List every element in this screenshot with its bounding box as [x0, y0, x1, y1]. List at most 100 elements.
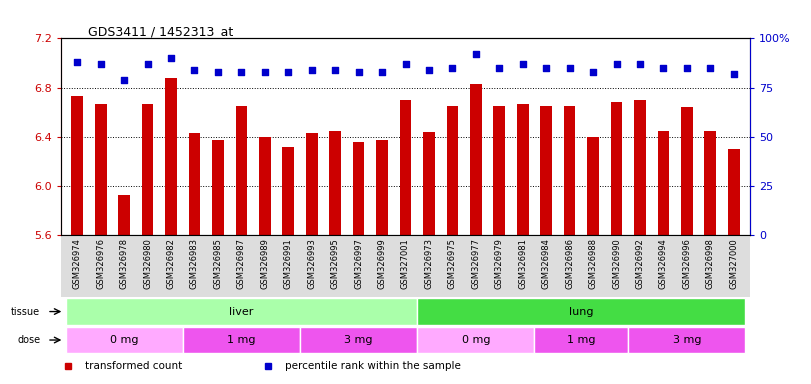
Text: GSM326978: GSM326978 — [120, 238, 129, 289]
Text: GSM326976: GSM326976 — [97, 238, 105, 289]
Text: 1 mg: 1 mg — [567, 335, 595, 345]
Point — [165, 55, 178, 61]
Bar — [165, 78, 177, 235]
Text: GSM326982: GSM326982 — [166, 238, 175, 289]
Text: GSM326977: GSM326977 — [471, 238, 480, 289]
Point — [281, 69, 294, 75]
Text: GSM326979: GSM326979 — [495, 238, 504, 289]
Bar — [259, 137, 271, 235]
Point — [586, 69, 599, 75]
Text: 0 mg: 0 mg — [109, 335, 139, 345]
Bar — [400, 100, 411, 235]
Text: GSM326981: GSM326981 — [518, 238, 527, 289]
Text: GSM326994: GSM326994 — [659, 238, 668, 289]
Text: GSM326973: GSM326973 — [424, 238, 433, 289]
Point — [259, 69, 272, 75]
Bar — [282, 147, 294, 235]
Text: GSM326990: GSM326990 — [612, 238, 621, 289]
Point — [305, 67, 318, 73]
Bar — [493, 106, 505, 235]
Bar — [71, 96, 83, 235]
Text: GSM326991: GSM326991 — [284, 238, 293, 289]
Bar — [705, 131, 716, 235]
Text: GSM326980: GSM326980 — [143, 238, 152, 289]
Point — [563, 65, 576, 71]
Bar — [634, 100, 646, 235]
Text: GSM326997: GSM326997 — [354, 238, 363, 289]
Text: GSM326999: GSM326999 — [378, 238, 387, 289]
Bar — [540, 106, 552, 235]
Text: 1 mg: 1 mg — [227, 335, 255, 345]
Bar — [182, 327, 300, 353]
Text: dose: dose — [17, 335, 40, 345]
Bar — [189, 133, 200, 235]
Bar — [587, 137, 599, 235]
Point — [141, 61, 154, 67]
Point — [680, 65, 693, 71]
Point — [470, 51, 483, 57]
Text: GSM326992: GSM326992 — [636, 238, 645, 289]
Text: GSM326983: GSM326983 — [190, 238, 199, 289]
Bar — [681, 107, 693, 235]
Bar — [353, 142, 364, 235]
Text: GDS3411 / 1452313_at: GDS3411 / 1452313_at — [88, 25, 234, 38]
Point — [352, 69, 365, 75]
Point — [375, 69, 388, 75]
Bar — [66, 327, 182, 353]
Bar — [611, 103, 622, 235]
Point — [704, 65, 717, 71]
Text: GSM326993: GSM326993 — [307, 238, 316, 289]
Bar — [212, 141, 224, 235]
Bar — [658, 131, 669, 235]
Bar — [564, 106, 576, 235]
Point — [399, 61, 412, 67]
Point — [727, 71, 740, 77]
Bar — [517, 104, 529, 235]
Text: GSM327000: GSM327000 — [729, 238, 738, 289]
Text: liver: liver — [230, 306, 254, 316]
Point — [657, 65, 670, 71]
Point — [610, 61, 623, 67]
Bar — [376, 141, 388, 235]
Text: GSM326988: GSM326988 — [589, 238, 598, 289]
Text: 3 mg: 3 mg — [672, 335, 702, 345]
Bar — [728, 149, 740, 235]
Bar — [306, 133, 318, 235]
Bar — [447, 106, 458, 235]
Text: GSM326995: GSM326995 — [331, 238, 340, 289]
Bar — [235, 106, 247, 235]
Point — [446, 65, 459, 71]
Point — [188, 67, 201, 73]
Point — [328, 67, 341, 73]
Text: percentile rank within the sample: percentile rank within the sample — [285, 361, 461, 371]
Point — [235, 69, 248, 75]
Text: GSM326984: GSM326984 — [542, 238, 551, 289]
Text: GSM326986: GSM326986 — [565, 238, 574, 289]
Bar — [470, 84, 482, 235]
Text: GSM326975: GSM326975 — [448, 238, 457, 289]
Bar — [300, 327, 417, 353]
Bar — [118, 195, 130, 235]
Point — [118, 77, 131, 83]
Text: tissue: tissue — [11, 306, 40, 316]
Bar — [329, 131, 341, 235]
Bar — [423, 132, 435, 235]
Bar — [629, 327, 745, 353]
Text: lung: lung — [569, 306, 594, 316]
Text: GSM327001: GSM327001 — [401, 238, 410, 289]
Bar — [417, 298, 745, 324]
Point — [94, 61, 107, 67]
Point — [71, 59, 84, 65]
Point — [517, 61, 530, 67]
Bar — [95, 104, 106, 235]
Bar — [417, 327, 534, 353]
Text: GSM326987: GSM326987 — [237, 238, 246, 289]
Bar — [66, 298, 417, 324]
Text: GSM326985: GSM326985 — [213, 238, 222, 289]
Point — [539, 65, 552, 71]
Text: transformed count: transformed count — [85, 361, 182, 371]
Bar — [142, 104, 153, 235]
Point — [212, 69, 225, 75]
Text: GSM326996: GSM326996 — [682, 238, 691, 289]
Point — [493, 65, 506, 71]
